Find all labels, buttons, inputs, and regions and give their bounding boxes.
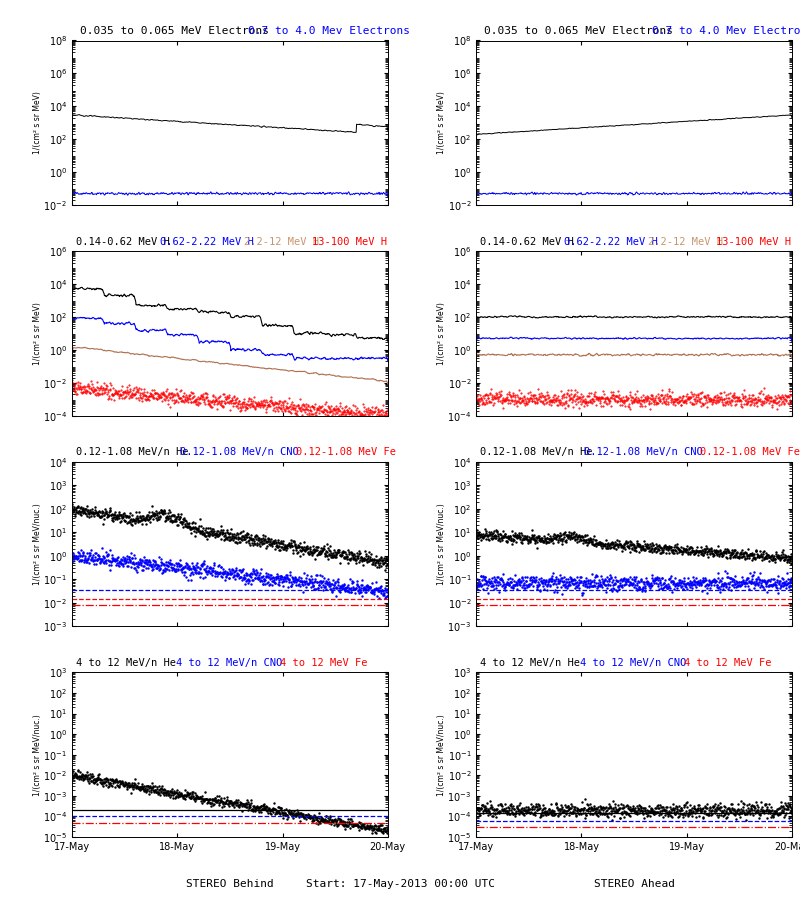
Text: 13-100 MeV H: 13-100 MeV H [312,237,387,247]
Y-axis label: 1/(cm² s sr MeV): 1/(cm² s sr MeV) [437,302,446,365]
Text: 4 to 12 MeV/n He: 4 to 12 MeV/n He [76,658,176,668]
Text: 4 to 12 MeV Fe: 4 to 12 MeV Fe [280,658,367,668]
Text: 0.7 to 4.0 Mev Electrons: 0.7 to 4.0 Mev Electrons [248,26,410,36]
Text: 0.14-0.62 MeV H: 0.14-0.62 MeV H [480,237,574,247]
Text: 0.12-1.08 MeV/n He: 0.12-1.08 MeV/n He [480,447,593,457]
Text: 0.62-2.22 MeV H: 0.62-2.22 MeV H [160,237,254,247]
Text: 0.12-1.08 MeV Fe: 0.12-1.08 MeV Fe [700,447,800,457]
Text: 0.12-1.08 MeV/n CNO: 0.12-1.08 MeV/n CNO [584,447,703,457]
Text: 4 to 12 MeV/n CNO: 4 to 12 MeV/n CNO [176,658,282,668]
Text: 0.12-1.08 MeV/n He: 0.12-1.08 MeV/n He [76,447,189,457]
Text: 4 to 12 MeV/n He: 4 to 12 MeV/n He [480,658,580,668]
Text: 0.12-1.08 MeV Fe: 0.12-1.08 MeV Fe [296,447,396,457]
Text: Start: 17-May-2013 00:00 UTC: Start: 17-May-2013 00:00 UTC [306,879,494,889]
Y-axis label: 1/(cm² s sr MeV/nuc.): 1/(cm² s sr MeV/nuc.) [437,503,446,585]
Text: 0.62-2.22 MeV H: 0.62-2.22 MeV H [564,237,658,247]
Text: 0.035 to 0.065 MeV Electrons: 0.035 to 0.065 MeV Electrons [484,26,674,36]
Text: 4 to 12 MeV Fe: 4 to 12 MeV Fe [684,658,772,668]
Text: STEREO Behind: STEREO Behind [186,879,274,889]
Text: 0.7 to 4.0 Mev Electrons: 0.7 to 4.0 Mev Electrons [652,26,800,36]
Y-axis label: 1/(cm² s sr MeV/nuc.): 1/(cm² s sr MeV/nuc.) [33,503,42,585]
Text: STEREO Ahead: STEREO Ahead [594,879,674,889]
Text: 0.035 to 0.065 MeV Electrons: 0.035 to 0.065 MeV Electrons [80,26,269,36]
Text: 4 to 12 MeV/n CNO: 4 to 12 MeV/n CNO [580,658,686,668]
Y-axis label: 1/(cm² s sr MeV): 1/(cm² s sr MeV) [33,302,42,365]
Y-axis label: 1/(cm² s sr MeV/nuc.): 1/(cm² s sr MeV/nuc.) [33,714,42,796]
Text: 0.12-1.08 MeV/n CNO: 0.12-1.08 MeV/n CNO [180,447,298,457]
Y-axis label: 1/(cm² s sr MeV): 1/(cm² s sr MeV) [33,91,42,154]
Text: 0.14-0.62 MeV H: 0.14-0.62 MeV H [76,237,170,247]
Text: 2.2-12 MeV H: 2.2-12 MeV H [648,237,723,247]
Text: 13-100 MeV H: 13-100 MeV H [716,237,791,247]
Y-axis label: 1/(cm² s sr MeV/nuc.): 1/(cm² s sr MeV/nuc.) [437,714,446,796]
Text: 2.2-12 MeV H: 2.2-12 MeV H [244,237,319,247]
Y-axis label: 1/(cm² s sr MeV): 1/(cm² s sr MeV) [437,91,446,154]
